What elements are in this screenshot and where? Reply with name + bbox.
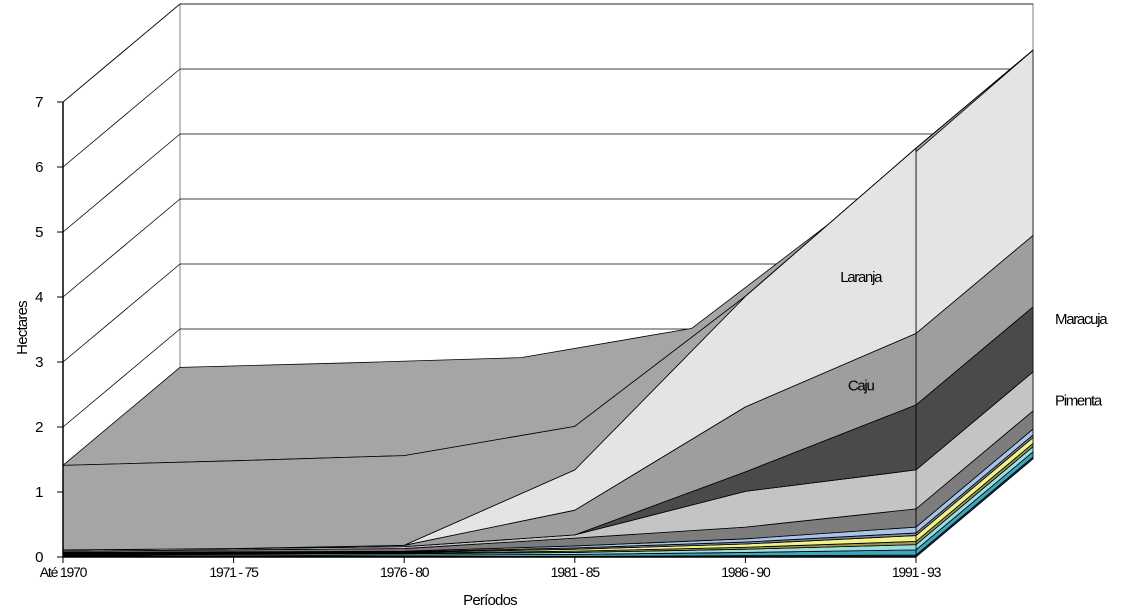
x-tick-label: 1976 - 80: [380, 564, 430, 580]
x-tick-label: 1981 - 85: [551, 564, 601, 580]
series-label-maracuja: Maracuja: [1055, 311, 1108, 328]
series-label-caju: Caju: [848, 377, 875, 394]
axes: [62, 102, 916, 558]
series-areas: [62, 147, 917, 558]
y-tick-label: 6: [35, 159, 43, 176]
x-tick-labels: Até 1970 1971 - 75 1976 - 80 1981 - 85 1986 …: [40, 557, 943, 580]
y-tick-label: 2: [35, 419, 43, 436]
gridline-side: [62, 68, 181, 168]
x-tick-label: 1986 - 90: [721, 564, 771, 580]
gridline-side: [62, 3, 181, 103]
series-labels: Laranja Caju Maracuja Pimenta: [840, 269, 1109, 409]
y-tick-label: 5: [35, 224, 43, 241]
gridline-side: [62, 198, 181, 298]
x-tick-label: 1991 - 93: [892, 564, 942, 580]
x-axis-title: Períodos: [463, 592, 517, 609]
gridline-side: [62, 133, 181, 233]
gridline-side: [62, 328, 181, 428]
gridline-side: [62, 263, 181, 363]
x-tick-label: Até 1970: [40, 564, 88, 580]
y-tick-label: 0: [35, 549, 43, 566]
y-tick-labels: 0 1 2 3 4 5 6 7: [35, 94, 63, 566]
y-axis-title: Hectares: [14, 301, 31, 355]
y-tick-label: 3: [35, 354, 43, 371]
y-tick-label: 1: [35, 484, 43, 501]
y-tick-label: 4: [35, 289, 43, 306]
x-tick-label: 1971 - 75: [209, 564, 259, 580]
y-tick-label: 7: [35, 94, 43, 111]
series-label-laranja: Laranja: [840, 269, 883, 286]
area-side-s13: [915, 49, 1034, 149]
series-label-pimenta: Pimenta: [1055, 392, 1103, 409]
area-front-s13: [62, 147, 917, 551]
